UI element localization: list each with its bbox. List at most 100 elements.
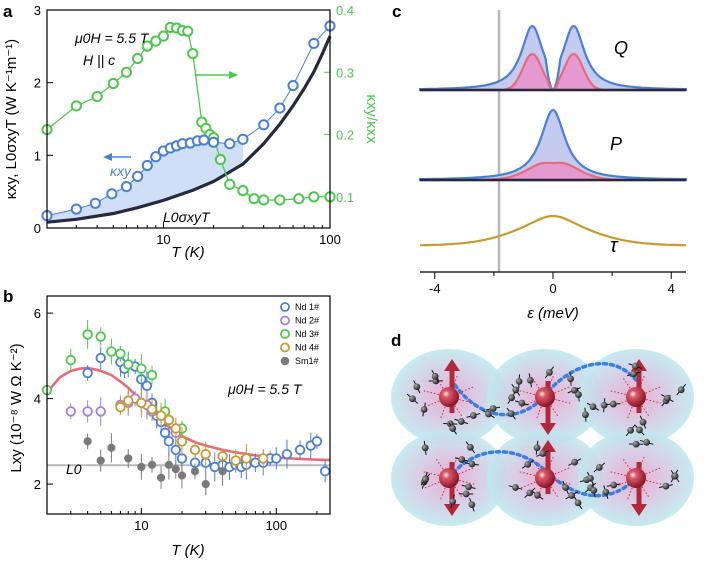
- q-curve: [418, 24, 688, 92]
- ratio-point: [120, 66, 133, 78]
- kxy-point: [287, 79, 299, 92]
- conduction-electron: [420, 406, 428, 413]
- lxy-point: [177, 471, 187, 480]
- lxy-point: [137, 462, 146, 472]
- lxy-point: [146, 404, 158, 415]
- p-label: P: [610, 134, 622, 154]
- lxy-point: [115, 401, 126, 413]
- moment-arrowhead: [540, 423, 556, 435]
- lxy-point: [171, 465, 180, 474]
- conduction-electron: [595, 464, 603, 471]
- lxy-point: [106, 346, 117, 357]
- panel-a-letter: a: [3, 2, 13, 21]
- y-tick-label: 2: [34, 76, 41, 91]
- kxy-point: [198, 134, 210, 146]
- conduction-electron: [643, 438, 651, 446]
- l0-sigma-xy-t-curve: [46, 35, 332, 224]
- p-curve: [418, 108, 688, 182]
- ratio-point: [91, 90, 103, 103]
- panel-b-x-label: T (K): [171, 542, 204, 559]
- lxy-point: [147, 460, 157, 469]
- rare-earth-ion: [626, 468, 646, 488]
- ratio-point: [157, 30, 170, 42]
- panel-a: a 10 100 0 1 2 3 0.1 0.2 0.3 0.4 μ0H = 5.5 T H ||…: [3, 2, 380, 261]
- conduction-electron: [409, 395, 416, 403]
- conduction-electron: [677, 386, 685, 394]
- legend-label: Nd 1#: [295, 302, 319, 312]
- panel-c-ticks: -4 0 4: [429, 272, 675, 296]
- conduction-electron: [469, 412, 477, 419]
- y-tick-label: 4: [34, 392, 41, 407]
- lxy-point: [258, 453, 269, 464]
- lxy-point: [141, 380, 153, 391]
- lxy-point: [146, 369, 158, 381]
- conduction-electron: [632, 440, 640, 448]
- lxy-point: [107, 443, 116, 452]
- kxy-points: [41, 20, 336, 222]
- conduction-electron: [567, 375, 574, 383]
- conduction-electron: [639, 418, 647, 426]
- moment-arrowhead: [631, 504, 647, 516]
- conduction-electron: [630, 370, 638, 378]
- kxy-point: [274, 102, 286, 114]
- conduction-electron: [507, 410, 515, 418]
- y2-tick-label: 0.4: [336, 3, 354, 18]
- conduction-electron: [602, 488, 610, 496]
- conduction-electron: [413, 383, 421, 391]
- ratio-point: [293, 193, 305, 205]
- lxy-point: [319, 466, 331, 477]
- conduction-spins: [406, 362, 687, 512]
- panel-d: d: [391, 331, 694, 526]
- x-tick-label: 100: [265, 518, 287, 533]
- x-tick-label: 4: [668, 281, 675, 296]
- lxy-point: [170, 444, 181, 456]
- rare-earth-ion: [439, 387, 459, 407]
- l0-sigma-label: L0σxyT: [163, 209, 211, 225]
- x-tick-label: 10: [156, 232, 170, 247]
- kxy-point: [237, 133, 249, 145]
- conduction-electron: [462, 490, 470, 498]
- conduction-electron: [465, 483, 473, 491]
- kxy-shaded-area: [47, 139, 243, 223]
- panel-a-x-label: T (K): [171, 244, 204, 261]
- lxy-point: [159, 427, 171, 438]
- kxy-arrow: [103, 153, 131, 161]
- y-tick-label: 2: [34, 477, 41, 492]
- ratio-point: [224, 178, 236, 190]
- y2-tick-label: 0.3: [336, 65, 354, 80]
- lxy-point: [241, 453, 252, 464]
- q-label: Q: [614, 38, 628, 58]
- lxy-point: [82, 367, 93, 379]
- kxy-point: [132, 170, 144, 183]
- lxy-point: [156, 473, 166, 482]
- right-axis-arrow: [195, 71, 238, 79]
- conduction-electron: [526, 376, 534, 384]
- conduction-electron: [636, 426, 643, 434]
- ratio-point: [258, 194, 270, 206]
- x-tick-label: 100: [319, 232, 341, 247]
- conduction-electron: [468, 501, 476, 509]
- kxy-point: [120, 180, 133, 193]
- conduction-electron: [526, 489, 534, 497]
- lxy-point: [65, 406, 76, 417]
- y2-tick-label: 0.1: [336, 190, 354, 205]
- conduction-electron: [512, 484, 519, 491]
- ratio-point: [187, 48, 199, 60]
- rare-earth-ion: [626, 387, 646, 407]
- lxy-point: [123, 359, 134, 370]
- conduction-electron: [466, 443, 474, 451]
- kxy-point: [207, 136, 220, 148]
- conduction-electron: [571, 458, 579, 466]
- panel-c-x-label: ε (meV): [527, 305, 579, 322]
- conduction-electron: [515, 377, 523, 385]
- x-tick-label: 10: [134, 518, 148, 533]
- kxy-point: [150, 151, 162, 163]
- l0-label: L0: [66, 461, 82, 477]
- lxy-point: [115, 348, 126, 359]
- ratio-point: [132, 52, 144, 65]
- lxy-point: [82, 406, 93, 417]
- y-tick-label: 1: [34, 148, 41, 163]
- conduction-electron: [570, 386, 578, 394]
- p-outer-peak: [418, 108, 688, 182]
